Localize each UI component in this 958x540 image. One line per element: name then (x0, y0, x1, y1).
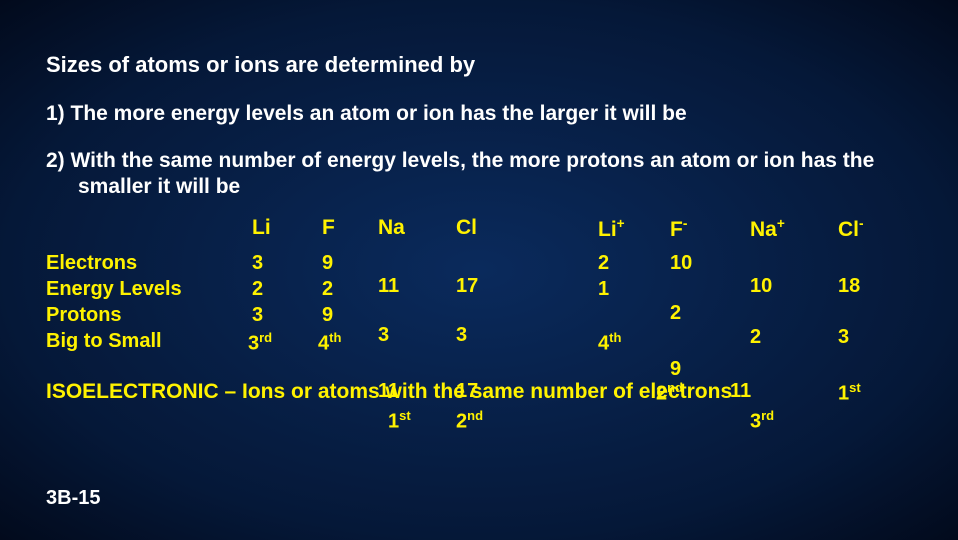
slide-title: Sizes of atoms or ions are determined by (46, 52, 475, 78)
bottom-3rd: 3rd (750, 408, 774, 434)
col-header-cl-minus: Cl- (838, 216, 864, 242)
row-header-protons: Protons (46, 304, 122, 327)
overlap-17: 17 (456, 380, 478, 403)
bottom-2nd: 2nd (456, 408, 483, 434)
cell-protons-f-minus: 2 (670, 302, 681, 325)
col-header-na: Na (378, 216, 405, 240)
bullet-2-lead: 2) With the same number of energy levels… (46, 149, 874, 172)
cell-energy-li: 2 (252, 278, 263, 301)
cell-protons-li: 3 (252, 304, 263, 327)
col-header-na-plus: Na+ (750, 216, 785, 242)
bullet-1: 1) The more energy levels an atom or ion… (46, 102, 687, 126)
row-header-electrons: Electrons (46, 252, 137, 275)
overlap-2nd: 2nd (656, 380, 683, 406)
cell-rank-na-plus: 2 (750, 326, 761, 349)
cell-rank-cl: 3 (456, 324, 467, 347)
slide-number: 3B-15 (46, 487, 100, 510)
cell-protons-f: 9 (322, 304, 333, 327)
col-header-li: Li (252, 216, 271, 240)
overlap-11b: 11 (730, 380, 751, 403)
cell-electrons-li: 3 (252, 252, 263, 275)
col-header-cl: Cl (456, 216, 477, 240)
cell-rank-na: 3 (378, 324, 389, 347)
cell-energy-f: 2 (322, 278, 333, 301)
cell-energy-na: 11 (378, 275, 399, 298)
bullet-2: 2) With the same number of energy levels… (46, 148, 928, 201)
row-header-energy-levels: Energy Levels (46, 278, 182, 301)
cell-rank-cl-minus: 3 (838, 326, 849, 349)
col-header-f: F (322, 216, 335, 240)
cell-rank-li-plus: 4th (598, 330, 621, 356)
col-header-f-minus: F- (670, 216, 687, 242)
bullet-2-wrap: smaller it will be (46, 174, 928, 200)
row-header-big-to-small: Big to Small (46, 330, 162, 353)
cell-energy-cl: 17 (456, 275, 478, 298)
cell-electrons-f-minus: 10 (670, 252, 692, 275)
cell-energy-cl-minus: 18 (838, 275, 860, 298)
bottom-1st: 1st (388, 408, 411, 434)
cell-energy-na-plus: 10 (750, 275, 772, 298)
col-header-li-plus: Li+ (598, 216, 625, 242)
cell-extra-9: 9 (670, 358, 681, 381)
overlap-1st: 1st (838, 380, 861, 406)
cell-electrons-f: 9 (322, 252, 333, 275)
cell-electrons-li-plus: 2 (598, 252, 609, 275)
overlap-11: 11 (378, 380, 399, 403)
cell-rank-li: 3rd (248, 330, 272, 356)
cell-energy-li-plus: 1 (598, 278, 609, 301)
cell-rank-f: 4th (318, 330, 341, 356)
